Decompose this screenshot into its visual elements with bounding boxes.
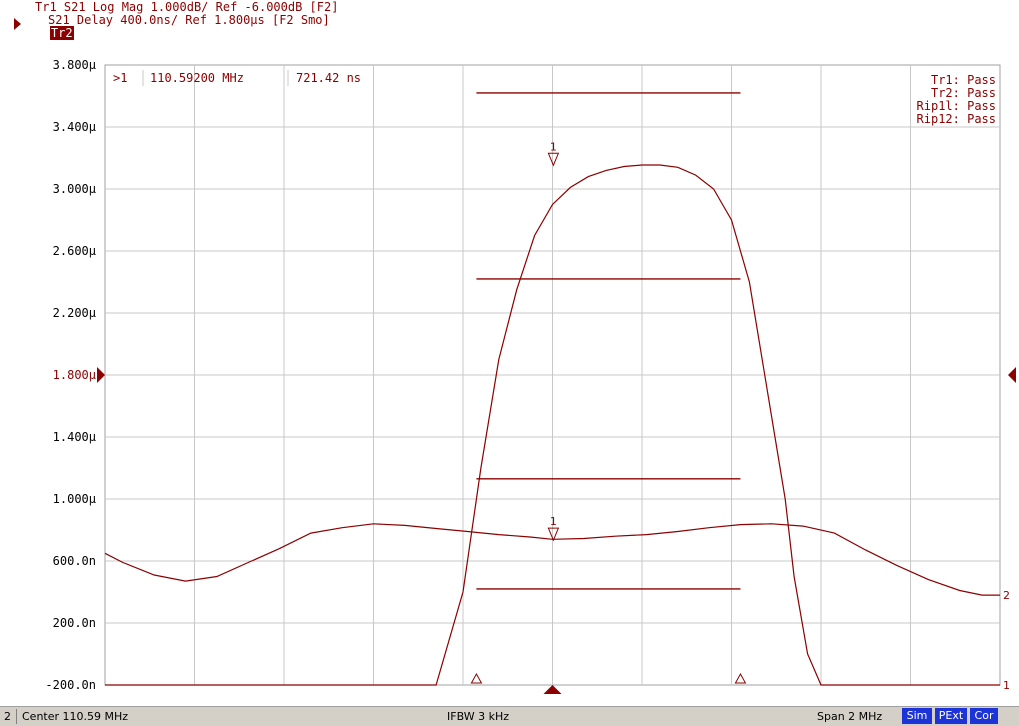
y-tick-label: -200.0n: [45, 678, 96, 692]
y-tick-label: 1.400µ: [53, 430, 96, 444]
trace-tr1: [105, 164, 1000, 686]
center-frequency[interactable]: Center 110.59 MHz: [22, 710, 129, 723]
active-trace-arrow-icon: [14, 15, 22, 34]
trace2-badge-label: Tr2: [49, 26, 74, 40]
trace2-badge[interactable]: Tr2: [21, 14, 74, 53]
limit-lines: [476, 92, 741, 590]
trace-title-area: Tr1 S21 Log Mag 1.000dB/ Ref -6.000dB [F…: [0, 0, 1019, 55]
grid: [105, 65, 1000, 685]
delta-marker-icon: [470, 672, 483, 684]
status-divider: [16, 709, 17, 724]
y-tick-label: 200.0n: [53, 616, 96, 630]
marker-readout-frequency: 110.59200 MHz: [150, 71, 244, 85]
y-tick-label: 3.400µ: [53, 120, 96, 134]
trace1-title[interactable]: Tr1 S21 Log Mag 1.000dB/ Ref -6.000dB [F…: [35, 0, 339, 14]
y-tick-label: 2.600µ: [53, 244, 96, 258]
ref-level-left-arrow-icon: [97, 367, 105, 383]
sim-badge[interactable]: Sim: [902, 708, 932, 724]
trace-end-label: 2: [1003, 589, 1010, 602]
delta-marker-icon: [734, 672, 747, 684]
trace-end-label: 1: [1003, 679, 1010, 692]
ifbw[interactable]: IFBW 3 kHz: [447, 710, 510, 723]
marker-triangle-icon: [547, 527, 560, 542]
marker-label: 1: [550, 140, 557, 153]
y-tick-label: 3.000µ: [53, 182, 96, 196]
marker-triangle-icon: [547, 152, 560, 167]
limit-status-tr2: Tr2: Pass: [931, 86, 996, 100]
chart-svg[interactable]: 3.800µ 3.400µ 3.000µ 2.600µ 2.200µ 1.800µ 1.40…: [0, 0, 1019, 706]
y-axis-ticks: 3.800µ 3.400µ 3.000µ 2.600µ 2.200µ 1.800µ 1.40…: [45, 58, 1016, 692]
center-marker-icon: [543, 685, 562, 694]
traces: 12: [104, 164, 1010, 692]
limit-status-rip2: Rip12: Pass: [917, 112, 996, 126]
span[interactable]: Span 2 MHz: [817, 710, 883, 723]
status-bar: 2 Center 110.59 MHz IFBW 3 kHz Span 2 MH…: [0, 706, 1019, 726]
markers: 11: [470, 140, 747, 694]
y-tick-label: 1.000µ: [53, 492, 96, 506]
limit-status-tr1: Tr1: Pass: [931, 73, 996, 87]
trace2-title[interactable]: S21 Delay 400.0ns/ Ref 1.800µs [F2 Smo]: [48, 13, 330, 27]
y-tick-label: 600.0n: [53, 554, 96, 568]
limit-status-rip1: Rip1l: Pass: [917, 99, 996, 113]
y-tick-label: 2.200µ: [53, 306, 96, 320]
channel-number[interactable]: 2: [4, 710, 11, 723]
pext-badge[interactable]: PExt: [935, 708, 967, 724]
overlay: >1 110.59200 MHz 721.42 ns Tr1: Pass Tr2…: [113, 70, 996, 126]
marker-readout-id: >1: [113, 71, 127, 85]
marker-label: 1: [550, 515, 557, 528]
y-tick-label: 3.800µ: [53, 58, 96, 72]
cor-badge[interactable]: Cor: [970, 708, 998, 724]
y-tick-label: 1.800µ: [53, 368, 96, 382]
ref-level-right-arrow-icon: [1008, 367, 1016, 383]
marker-readout-value: 721.42 ns: [296, 71, 361, 85]
